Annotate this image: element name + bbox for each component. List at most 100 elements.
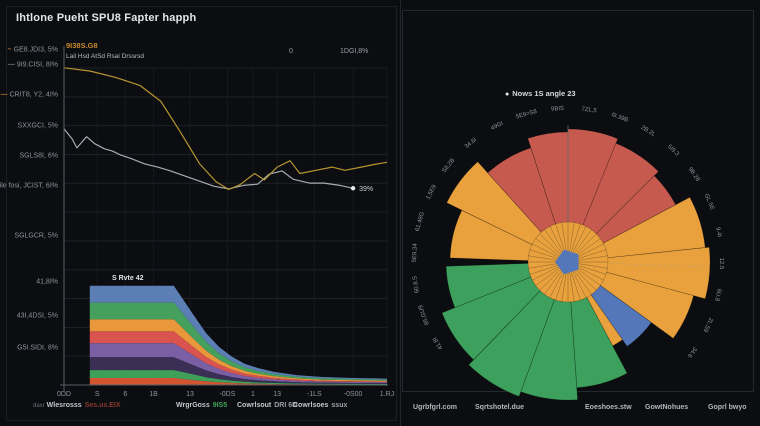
rose-dashed-guide — [567, 261, 708, 268]
y-axis-label-text: G5I.SIDI, 8% — [17, 344, 58, 352]
legend-item-label: Wlesrosss — [46, 402, 82, 409]
y-axis-label: —9I9.CISI, 8I% — [8, 62, 58, 69]
metric-value: 9I38S.G8 — [66, 41, 98, 50]
y-axis-label: SGLGCR, 5% — [14, 233, 58, 240]
y-axis-label-marker: ~ — [7, 46, 12, 54]
y-axis-label-text: 9I9.CISI, 8I% — [16, 61, 58, 69]
right-panel — [402, 10, 754, 392]
rose-ring-label: GL.5E — [703, 193, 715, 211]
y-axis-label: 41,8I% — [36, 279, 58, 286]
stack-layer-green[interactable] — [89, 302, 388, 381]
rose-ring-label: 6U.8 — [713, 288, 722, 302]
y-axis-label: 43I,4DSI, 5% — [17, 313, 58, 320]
y-axis-label-marker: — — [7, 61, 15, 69]
stack-layer-blue[interactable] — [89, 285, 388, 380]
x-tick-label: 0DD — [57, 391, 71, 398]
x-tick-label: S — [95, 391, 100, 398]
rose-ring-label: 9BIS — [551, 106, 564, 113]
x-tick-label: -1LS — [307, 391, 322, 398]
legend-dot-icon: ● — [505, 91, 510, 98]
footer-link-4[interactable]: GowtNohues — [645, 404, 689, 411]
legend-item-Wlesrosss[interactable]: daxr Wlesrosss Ses.us.EIX — [33, 402, 121, 409]
series-end-marker[interactable] — [350, 186, 356, 191]
panel-divider — [400, 0, 401, 426]
y-axis-label: alile fosi, JCIST, 6I% — [0, 183, 58, 190]
rose-wedge-14[interactable] — [468, 261, 569, 397]
footer-link-1[interactable]: Ugrbfgrl.com — [413, 404, 457, 411]
left-panel — [6, 6, 397, 421]
series-end-label: 39% — [359, 186, 373, 193]
legend-item-value: Ses.us.EIX — [84, 402, 121, 409]
rose-ring-label: 61.49G — [415, 211, 426, 232]
rose-ring-label: 5E9=S8 — [515, 109, 538, 121]
stack-layer-orange[interactable] — [89, 319, 388, 382]
rose-ring-label: 12.5 — [718, 258, 724, 270]
rose-ring-label: 60.8.S — [412, 275, 420, 293]
rose-ring-label: 34.6I — [464, 137, 478, 150]
series-gray-line[interactable] — [63, 128, 354, 190]
y-axis-label: — CRIT8, Y2, 4I% — [0, 92, 58, 99]
rose-ring-label: 85,GU9 — [418, 303, 431, 325]
x-tick-label: 1 — [251, 391, 255, 398]
y-axis-label-text: CRIT8, Y2, 4I% — [9, 91, 58, 99]
page-title: Ihtlone Pueht SPU8 Fapter happh — [16, 12, 197, 24]
legend-item-value: ssux — [331, 402, 348, 409]
rose-ring-label: 5I9.3 — [666, 144, 680, 158]
legend-item-Cowrlsout[interactable]: Cowrlsout DRI 6D — [237, 402, 297, 409]
top-zero-label: 0 — [289, 48, 293, 55]
rose-ring-label: 41.8I — [432, 335, 444, 350]
y-axis-label-text: SGLS8I, 6% — [19, 152, 58, 160]
y-axis-label: G5I.SIDI, 8% — [17, 345, 58, 352]
y-axis-label-text: SXXGCI, 5% — [17, 122, 58, 130]
rose-ring-label: 2B.2L — [640, 125, 657, 139]
stack-layer-red[interactable] — [89, 331, 388, 383]
metric-subtitle: Lail Hsd AtSd Rsai Drssrsd — [66, 53, 145, 60]
y-axis-label: ~ GE8.JDI3, 5% — [8, 47, 58, 54]
rose-ring-label: S8,2B — [441, 158, 456, 174]
x-tick-label: 1B — [149, 391, 158, 398]
x-tick-label: -0DS — [219, 391, 235, 398]
series-gold-line[interactable] — [63, 67, 388, 191]
x-tick-label: 13 — [273, 391, 281, 398]
footer-link-3[interactable]: Eoeshoes.stw — [585, 404, 632, 411]
footer-link-5[interactable]: Goprl bwyo — [708, 404, 747, 411]
legend-item-value: 9IS5 — [212, 402, 228, 409]
rose-ring-label: 9B.28 — [687, 166, 701, 183]
x-tick-label: 13 — [186, 391, 194, 398]
rose-ring-label: 9.4I — [714, 227, 722, 238]
x-tick-label: 6 — [123, 391, 127, 398]
rose-ring-label: 2L.59 — [702, 317, 714, 334]
top-percent-label: 1DGI,8% — [340, 48, 369, 55]
legend-item-value: DRI 6D — [274, 402, 298, 409]
stack-layer-green-2[interactable] — [89, 370, 388, 385]
rose-ring-label: 7ZL,5 — [581, 106, 598, 114]
rose-chart-legend[interactable]: ● Nows 1S angle 23 — [505, 89, 576, 98]
rose-core[interactable] — [555, 249, 579, 275]
legend-item-label: Cowrlsoes — [293, 402, 329, 409]
y-axis-label: SGLS8I, 6% — [19, 153, 58, 160]
y-axis-label-text: alile fosi, JCIST, 6I% — [0, 182, 58, 190]
y-axis-label-text: GE8.JDI3, 5% — [13, 46, 58, 54]
legend-item-Cowrlsoes[interactable]: Cowrlsoes ssux — [293, 402, 347, 409]
stack-annotation: S Rvte 42 — [112, 275, 144, 282]
rose-ring-label: 5E9,34 — [412, 243, 419, 263]
x-tick-label: 1.RJ — [380, 391, 394, 398]
rose-legend-label: Nows 1S angle 23 — [512, 89, 576, 98]
y-axis-label-marker: — — [0, 91, 8, 99]
footer-link-2[interactable]: Sqrtshotel.due — [475, 404, 525, 411]
y-axis-label-text: SGLGCR, 5% — [14, 232, 58, 240]
x-tick-label: -0S00 — [344, 391, 363, 398]
y-axis-label-text: 41,8I% — [36, 278, 58, 286]
rose-ring-label: I9.39B — [610, 112, 628, 124]
stack-layer-dark-purple[interactable] — [89, 357, 388, 384]
stack-layer-purple[interactable] — [89, 343, 388, 384]
rose-ring-label: 49GI — [490, 121, 505, 132]
y-axis-label-text: 43I,4DSI, 5% — [16, 312, 58, 320]
rose-ring-label: 1,5E9 — [425, 183, 438, 200]
rose-ring-label: 34.6 — [686, 345, 698, 359]
stack-layer-orange-red[interactable] — [89, 378, 388, 385]
legend-item-WrgrGoss[interactable]: WrgrGoss 9IS5 — [176, 402, 227, 409]
legend-item-prefix: daxr — [33, 403, 45, 409]
